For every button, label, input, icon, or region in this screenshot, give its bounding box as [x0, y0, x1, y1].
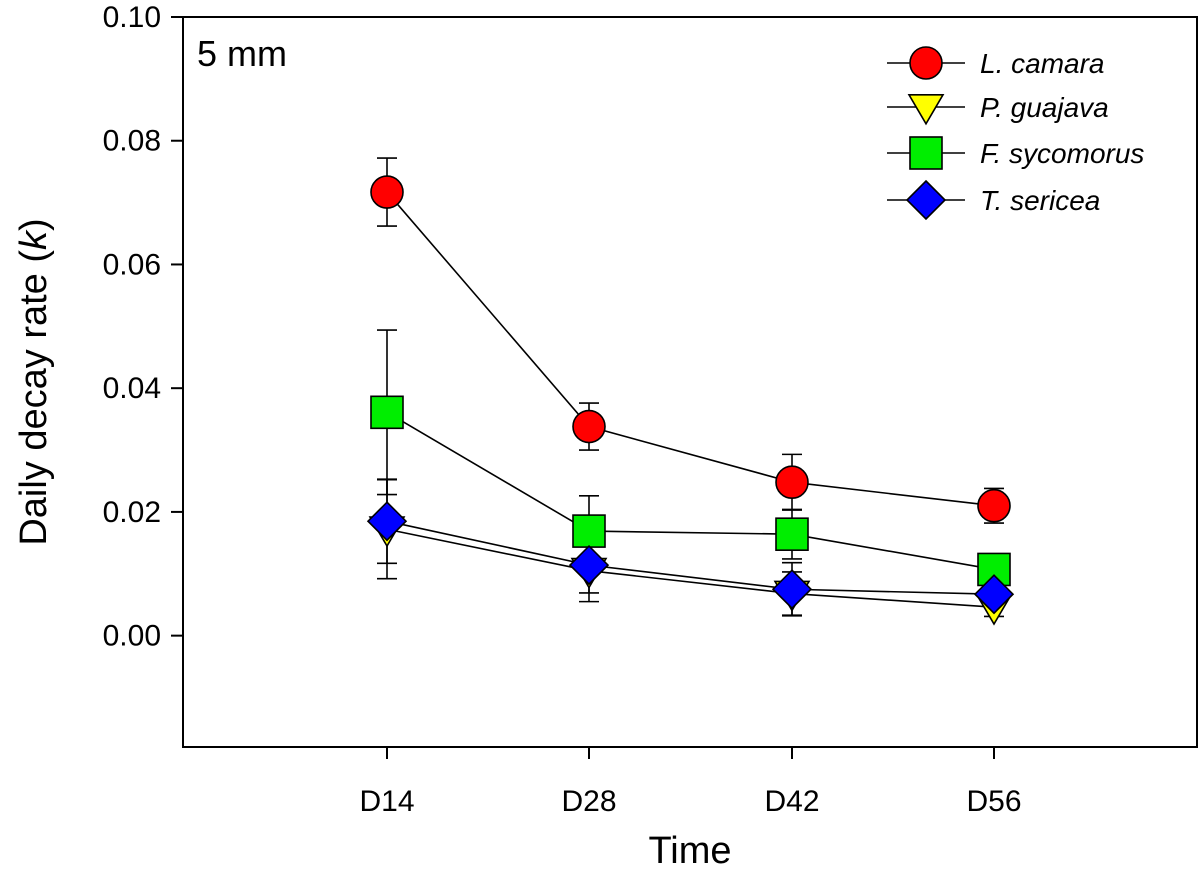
series-markers-3 — [366, 501, 1015, 615]
legend-entry-1: P. guajava — [887, 92, 1109, 126]
legend-label: T. sericea — [980, 185, 1100, 216]
x-tick-label: D42 — [764, 785, 819, 818]
x-axis-title: Time — [648, 830, 731, 871]
y-axis: 0.00 0.02 0.04 0.06 0.08 0.10 — [103, 1, 183, 653]
y-tick-label: 0.00 — [103, 620, 161, 653]
legend: L. camara P. guajava F. sycomorus T. serice… — [887, 46, 1144, 221]
error-bars-2 — [377, 329, 1004, 583]
legend-marker — [907, 94, 945, 126]
x-tick-label: D14 — [359, 785, 414, 818]
data-point — [771, 569, 813, 610]
y-axis-title-italic: k — [13, 229, 55, 250]
x-tick-label: D28 — [561, 785, 616, 818]
data-point — [568, 544, 610, 586]
series-line-2 — [386, 411, 995, 571]
data-point — [775, 465, 809, 500]
series-line-0 — [386, 191, 995, 507]
y-tick-label: 0.02 — [103, 496, 161, 529]
y-tick-label: 0.06 — [103, 248, 161, 281]
data-point — [572, 409, 606, 444]
data-point — [366, 501, 408, 542]
legend-marker — [909, 46, 943, 80]
legend-label: P. guajava — [980, 92, 1109, 123]
panel-label: 5 mm — [197, 33, 287, 74]
y-axis-title: Daily decay rate (k) — [13, 218, 55, 545]
x-tick-label: D56 — [966, 785, 1021, 818]
error-bars-0 — [377, 157, 1004, 524]
data-point — [370, 175, 404, 209]
y-axis-title-main: Daily decay rate ( — [13, 250, 55, 546]
data-point — [572, 514, 606, 548]
legend-label: F. sycomorus — [980, 138, 1144, 169]
y-tick-label: 0.08 — [103, 125, 161, 158]
legend-marker — [909, 136, 943, 170]
series-layer — [366, 157, 1015, 626]
legend-marker — [905, 179, 947, 221]
x-axis: D14 D28 D42 D56 — [359, 747, 1022, 818]
data-point — [973, 574, 1015, 615]
series-line-1 — [386, 528, 995, 608]
error-bars-3 — [377, 478, 1004, 617]
legend-label: L. camara — [980, 48, 1105, 79]
y-axis-title-end: ) — [13, 218, 55, 231]
error-bars-1 — [377, 478, 1004, 618]
y-tick-label: 0.04 — [103, 372, 161, 405]
legend-entry-0: L. camara — [887, 46, 1105, 80]
data-point — [370, 395, 404, 430]
data-point — [977, 488, 1011, 523]
series-line-3 — [386, 520, 995, 595]
legend-entry-2: F. sycomorus — [887, 136, 1144, 170]
series-markers-0 — [370, 175, 1011, 523]
data-point — [775, 517, 809, 551]
plot-frame — [182, 16, 1198, 748]
y-tick-label: 0.10 — [103, 1, 161, 34]
legend-entry-3: T. sericea — [887, 179, 1100, 221]
series-markers-2 — [370, 395, 1011, 587]
